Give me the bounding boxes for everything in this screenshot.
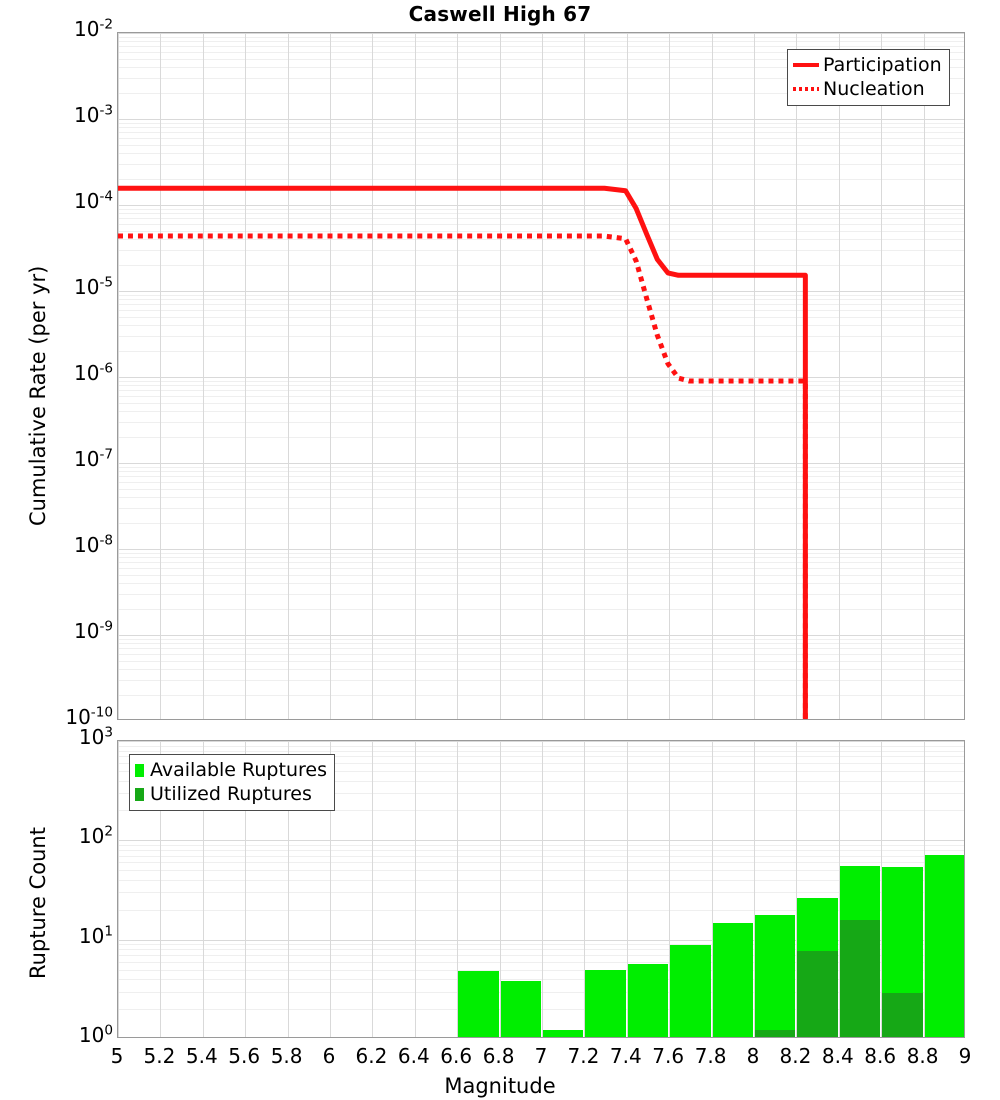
x-tick-label: 5.6	[228, 1044, 261, 1068]
bar-available	[500, 980, 541, 1037]
x-tick-label: 5.4	[185, 1044, 218, 1068]
legend-item-nucleation: Nucleation	[793, 77, 942, 101]
bottom-legend: Available Ruptures Utilized Ruptures	[129, 754, 335, 811]
solid-line-icon	[793, 63, 819, 67]
y-tick-label: 101	[78, 923, 113, 948]
x-tick-label: 6	[322, 1044, 336, 1068]
x-tick-label: 8.6	[864, 1044, 897, 1068]
bar-available	[543, 1030, 584, 1037]
top-gridlines	[118, 33, 964, 719]
bar-available	[670, 945, 711, 1037]
x-tick-label: 5.2	[143, 1044, 176, 1068]
bar-available	[924, 854, 964, 1037]
curve-nucleation	[118, 233, 808, 719]
bar-utilized	[797, 951, 838, 1037]
bar-utilized	[755, 1030, 796, 1037]
x-tick-label: 6.6	[440, 1044, 473, 1068]
x-tick-label: 6.8	[482, 1044, 515, 1068]
y-tick-label: 102	[78, 823, 113, 849]
y-tick-label: 100	[78, 1022, 113, 1047]
y-tick-label: 10-10	[65, 704, 113, 729]
legend-item-available-ruptures: Available Ruptures	[135, 758, 327, 782]
y-tick-label: 103	[78, 724, 113, 749]
x-tick-label: 8.8	[906, 1044, 939, 1068]
x-axis-label: Magnitude	[444, 1074, 556, 1098]
legend-label: Utilized Ruptures	[150, 783, 312, 805]
x-tick-label: 6.4	[397, 1044, 430, 1068]
x-tick-label: 5.8	[270, 1044, 303, 1068]
y-tick-label: 10-8	[73, 532, 113, 557]
top-legend: Participation Nucleation	[787, 49, 950, 106]
y-tick-label: 10-7	[73, 446, 113, 471]
bar-utilized	[882, 992, 923, 1037]
bar-available	[458, 971, 499, 1037]
x-tick-label: 5	[110, 1044, 124, 1068]
x-tick-label: 8	[746, 1044, 760, 1068]
x-tick-label: 7.6	[652, 1044, 685, 1068]
y-tick-label: 10-3	[73, 102, 113, 127]
bar-available	[755, 914, 796, 1037]
curve-participation	[118, 185, 808, 719]
bar-available	[627, 964, 669, 1037]
legend-item-participation: Participation	[793, 53, 942, 77]
x-tick-label: 9	[958, 1044, 972, 1068]
x-tick-label: 7.4	[609, 1044, 642, 1068]
x-tick-label: 7.2	[567, 1044, 600, 1068]
legend-label: Participation	[823, 54, 942, 76]
x-tick-label: 7.8	[694, 1044, 727, 1068]
x-tick-label: 7	[534, 1044, 548, 1068]
bar-utilized	[839, 920, 881, 1037]
page-title: Caswell High 67	[408, 2, 592, 26]
bar-available	[585, 970, 626, 1037]
bottom-gridlines	[118, 741, 964, 1037]
rupture-bars	[118, 741, 964, 1037]
y-tick-label: 10-5	[73, 274, 113, 299]
y-tick-label: 10-4	[73, 188, 113, 213]
y-tick-label: 10-6	[73, 360, 113, 385]
legend-label: Available Ruptures	[150, 759, 327, 781]
dotted-line-icon	[793, 87, 819, 91]
x-tick-label: 8.2	[779, 1044, 812, 1068]
top-y-tick-labels: 10-2 10-3 10-4 10-5 10-6 10-7 10-8 10-9 10-10	[0, 0, 113, 1100]
rate-curves	[118, 185, 808, 719]
available-color-icon	[135, 763, 144, 777]
x-tick-label: 8.4	[821, 1044, 854, 1068]
bar-available	[712, 923, 753, 1037]
bottom-y-axis-label: Rupture Count	[26, 827, 50, 979]
rupture-count-plot: Available Ruptures Utilized Ruptures	[117, 740, 965, 1038]
legend-item-utilized-ruptures: Utilized Ruptures	[135, 782, 327, 806]
top-y-axis-label: Cumulative Rate (per yr)	[26, 265, 50, 526]
x-tick-label: 6.2	[355, 1044, 388, 1068]
utilized-color-icon	[135, 787, 144, 801]
cumulative-rate-plot: Participation Nucleation	[117, 32, 965, 720]
y-tick-label: 10-9	[73, 618, 113, 643]
legend-label: Nucleation	[823, 78, 925, 100]
bottom-y-tick-labels: 103 102 101 100	[0, 0, 113, 1100]
